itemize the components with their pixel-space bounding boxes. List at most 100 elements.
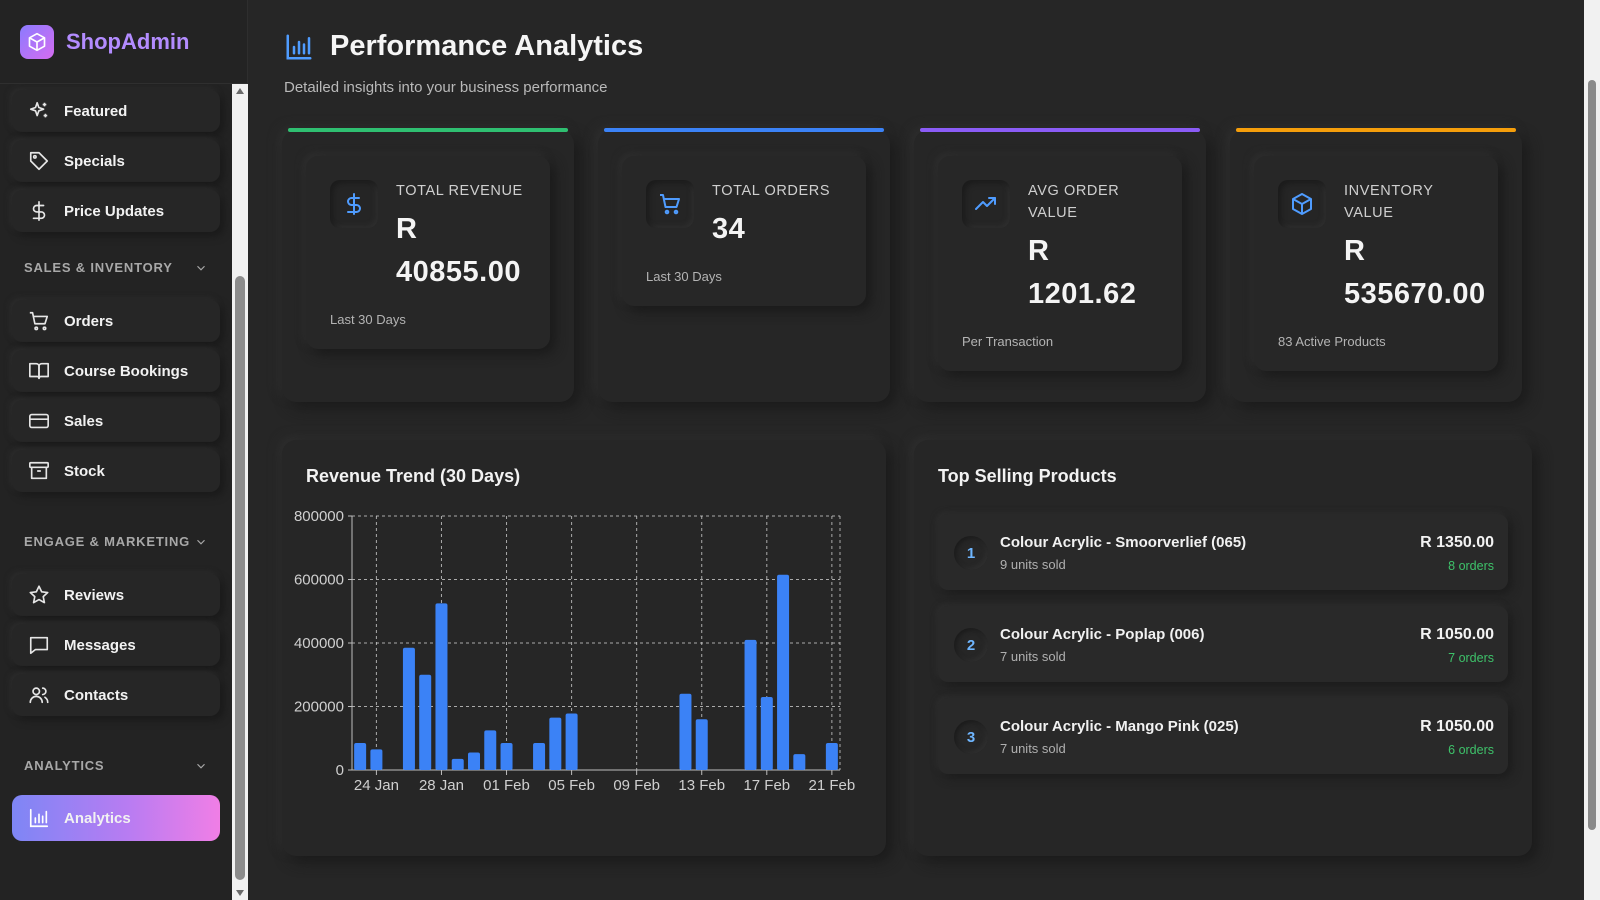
sidebar-item-label: Analytics [64, 809, 131, 827]
revenue-bar [793, 754, 806, 770]
stat-value: R 40855.00 [396, 208, 530, 294]
sidebar-item-price-updates[interactable]: Price Updates [12, 190, 220, 232]
revenue-bar [435, 603, 448, 770]
sidebar-item-analytics[interactable]: Analytics [12, 795, 220, 841]
stat-card-total-orders: TOTAL ORDERS 34 Last 30 Days [598, 128, 890, 402]
chevron-down-icon [197, 539, 205, 545]
product-units: 9 units sold [1000, 557, 1066, 572]
product-revenue: R 1050.00 [1420, 718, 1494, 735]
revenue-bar [565, 713, 578, 770]
book-icon [29, 362, 49, 380]
section-analytics[interactable]: ANALYTICS [24, 758, 208, 773]
sidebar-item-label: Contacts [64, 686, 129, 704]
sidebar-nav: Featured Specials Price Updates SALES & … [0, 84, 232, 900]
accent-bar [1236, 128, 1516, 132]
stat-footnote: Last 30 Days [330, 312, 406, 327]
product-row[interactable]: 2 Colour Acrylic - Poplap (006) 7 units … [938, 606, 1508, 682]
y-tick-label: 800000 [294, 508, 344, 525]
product-orders: 7 orders [1448, 651, 1494, 665]
cart-icon [646, 180, 694, 228]
accent-bar [288, 128, 568, 132]
product-units: 7 units sold [1000, 741, 1066, 756]
sidebar-item-orders[interactable]: Orders [12, 300, 220, 342]
product-rank: 2 [954, 628, 988, 662]
trending-up-icon [962, 180, 1010, 228]
bar-chart-icon [29, 808, 49, 828]
stat-value: R 1201.62 [1028, 230, 1162, 316]
revenue-bar [468, 752, 480, 770]
product-revenue: R 1350.00 [1420, 534, 1494, 551]
sidebar-item-stock[interactable]: Stock [12, 450, 220, 492]
revenue-bar [451, 758, 464, 770]
sidebar-item-contacts[interactable]: Contacts [12, 674, 220, 716]
sidebar-scrollbar[interactable] [232, 84, 248, 900]
top-selling-panel: Top Selling Products 1 Colour Acrylic - … [914, 440, 1532, 856]
product-revenue: R 1050.00 [1420, 626, 1494, 643]
panel-title: Revenue Trend (30 Days) [306, 466, 521, 486]
y-tick-label: 600000 [294, 572, 344, 589]
stat-card-avg-order-value: AVG ORDER VALUE R 1201.62 Per Transactio… [914, 128, 1206, 402]
star-icon [29, 585, 49, 604]
sidebar-item-label: Course Bookings [64, 362, 189, 380]
x-tick-label: 01 Feb [483, 777, 530, 794]
sidebar-item-course-bookings[interactable]: Course Bookings [12, 350, 220, 392]
stat-card-inventory-value: INVENTORY VALUE R 535670.00 83 Active Pr… [1230, 128, 1522, 402]
sidebar: ShopAdmin Featured Specials Price Update… [0, 0, 248, 900]
revenue-bar [354, 743, 367, 770]
cart-icon [29, 311, 49, 331]
sidebar-item-specials[interactable]: Specials [12, 140, 220, 182]
section-sales-inventory[interactable]: SALES & INVENTORY [24, 260, 208, 275]
revenue-bar [825, 743, 838, 770]
sidebar-item-featured[interactable]: Featured [12, 90, 220, 132]
stat-value-amount: 1201.62 [1028, 278, 1137, 310]
sidebar-item-sales[interactable]: Sales [12, 400, 220, 442]
sidebar-item-label: Reviews [64, 586, 125, 604]
section-label: SALES & INVENTORY [24, 260, 173, 275]
scroll-down-icon[interactable] [236, 890, 244, 896]
brand[interactable]: ShopAdmin [0, 0, 247, 84]
stat-value: 34 [712, 213, 746, 245]
revenue-bar [679, 693, 692, 770]
page-subtitle: Detailed insights into your business per… [284, 79, 608, 96]
stat-card-total-revenue: TOTAL REVENUE R 40855.00 Last 30 Days [282, 128, 574, 402]
sparkles-icon [29, 101, 48, 118]
dollar-icon [32, 201, 46, 221]
stat-value: R 535670.00 [1344, 230, 1485, 316]
section-engage-marketing[interactable]: ENGAGE & MARKETING [24, 534, 208, 549]
box-icon [1278, 180, 1326, 228]
window-scrollbar[interactable] [1584, 0, 1600, 900]
stat-value-currency: R [396, 213, 418, 245]
stat-footnote: Per Transaction [962, 334, 1054, 349]
stat-label-line: AVG ORDER [1028, 183, 1120, 199]
x-tick-label: 21 Feb [809, 777, 856, 794]
message-icon [29, 636, 49, 655]
stat-footnote: 83 Active Products [1278, 334, 1386, 349]
page-title: Performance Analytics [284, 30, 643, 63]
revenue-bar [500, 743, 513, 770]
revenue-bar [484, 730, 497, 770]
sidebar-item-label: Sales [64, 412, 104, 430]
product-name: Colour Acrylic - Smoorverlief (065) [1000, 534, 1247, 551]
product-row[interactable]: 1 Colour Acrylic - Smoorverlief (065) 9 … [938, 514, 1508, 590]
product-rank: 1 [954, 536, 988, 570]
sidebar-item-label: Orders [64, 312, 114, 330]
revenue-bar [744, 639, 757, 770]
users-icon [29, 687, 49, 704]
product-orders: 8 orders [1448, 559, 1494, 573]
product-row[interactable]: 3 Colour Acrylic - Mango Pink (025) 7 un… [938, 698, 1508, 774]
window-scrollbar-thumb[interactable] [1588, 80, 1596, 830]
stat-value-currency: R [1028, 235, 1050, 267]
scroll-up-icon[interactable] [236, 88, 244, 94]
revenue-bar [777, 574, 790, 770]
section-label: ENGAGE & MARKETING [24, 534, 191, 549]
sidebar-item-label: Messages [64, 636, 136, 654]
chevron-down-icon [197, 265, 205, 271]
stat-label: INVENTORY VALUE [1344, 183, 1434, 221]
sidebar-item-messages[interactable]: Messages [12, 624, 220, 666]
x-tick-label: 17 Feb [743, 777, 790, 794]
stat-label: TOTAL REVENUE [396, 183, 523, 199]
sidebar-item-reviews[interactable]: Reviews [12, 574, 220, 616]
x-tick-label: 05 Feb [548, 777, 595, 794]
product-orders: 6 orders [1448, 743, 1494, 757]
sidebar-scrollbar-thumb[interactable] [235, 276, 245, 880]
